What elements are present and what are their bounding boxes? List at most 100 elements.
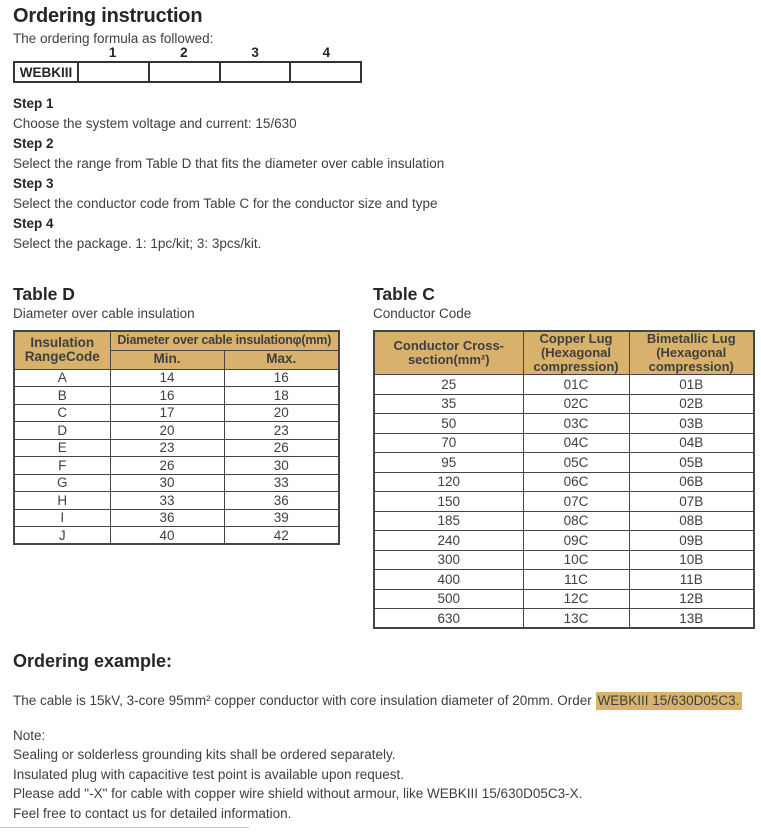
table-cell: 36 (223, 491, 340, 510)
table-cell: J (13, 526, 111, 545)
step-1-label: Step 1 (13, 96, 54, 111)
table-c-header-copper-lug: Copper Lug (Hexagonal compression) (522, 330, 630, 376)
table-cell: 07C (522, 491, 630, 512)
table-row: 35 02C 02B (373, 393, 755, 415)
table-cell: 23 (109, 438, 225, 457)
table-cell: 08B (628, 510, 755, 532)
table-d-title: Table D (13, 284, 75, 304)
bottom-divider (0, 827, 249, 828)
table-cell: 16 (223, 368, 340, 387)
table-cell: 30 (109, 473, 225, 492)
table-cell: 20 (109, 421, 225, 440)
step-4-text: Select the package. 1: 1pc/kit; 3: 3pcs/… (13, 236, 262, 251)
table-c-body: 25 01C 01B 35 02C 02B 50 03C 03B 70 04C 04B 95 05C 05B… (373, 374, 755, 629)
table-cell: 35 (373, 393, 524, 415)
ordering-example-text: The cable is 15kV, 3-core 95mm² copper c… (13, 692, 743, 710)
table-row: 630 13C 13B (373, 608, 755, 629)
table-cell: D (13, 421, 111, 440)
note-line-3: Please add "-X" for cable with copper wi… (13, 786, 583, 802)
table-cell: 17 (109, 403, 225, 422)
table-row: 70 04C 04B (373, 432, 755, 454)
table-cell: A (13, 368, 111, 387)
table-cell: 185 (373, 510, 524, 532)
note-line-1: Sealing or solderless grounding kits sha… (13, 747, 396, 763)
formula-position-numbers: 1 2 3 4 (13, 45, 362, 60)
table-cell: 02B (628, 393, 755, 415)
table-cell: 05C (522, 452, 630, 473)
table-cell: 630 (373, 608, 524, 629)
table-cell: 150 (373, 491, 524, 512)
step-2-label: Step 2 (13, 136, 54, 151)
table-cell: 10C (522, 549, 630, 571)
table-d-header-min: Min. (109, 349, 225, 370)
table-cell: 12B (628, 588, 755, 610)
table-cell: 09B (628, 530, 755, 551)
table-d-header-span: Diameter over cable insulationφ(mm) (109, 330, 340, 351)
table-cell: 09C (522, 530, 630, 551)
table-cell: 20 (223, 403, 340, 422)
table-cell: 07B (628, 491, 755, 512)
table-c: Conductor Cross-section(mm²) Copper Lug … (373, 330, 755, 630)
table-cell: 25 (373, 374, 524, 395)
table-cell: 11C (522, 569, 630, 590)
table-cell: B (13, 386, 111, 405)
table-d-body: A 14 16 B 16 18 C 17 20 D 20 23 E 23 26 F 26 30 G 30 33 H 33 36… (13, 368, 340, 545)
table-cell: 02C (522, 393, 630, 415)
table-cell: 04B (628, 432, 755, 454)
table-cell: I (13, 508, 111, 527)
table-cell: 03C (522, 413, 630, 434)
table-cell: 36 (109, 508, 225, 527)
table-cell: 06C (522, 471, 630, 493)
table-cell: 240 (373, 530, 524, 551)
table-row: C 17 20 (13, 403, 340, 422)
table-cell: G (13, 473, 111, 492)
page-title: Ordering instruction (13, 5, 203, 27)
step-2-text: Select the range from Table D that fits … (13, 156, 445, 171)
table-row: H 33 36 (13, 491, 340, 510)
table-cell: 03B (628, 413, 755, 434)
table-cell: 70 (373, 432, 524, 454)
table-cell: 42 (223, 526, 340, 545)
table-cell: 01C (522, 374, 630, 395)
step-1-text: Choose the system voltage and current: 1… (13, 116, 297, 131)
example-order-code-highlight: WEBKIII 15/630D05C3. (595, 692, 743, 710)
formula-blank-cell-4 (289, 63, 360, 81)
table-c-section: Table C Conductor Code Conductor Cross-s… (373, 284, 755, 630)
table-row: A 14 16 (13, 368, 340, 387)
formula-position-1: 1 (108, 45, 117, 60)
table-cell: E (13, 438, 111, 457)
table-d-header-range: Insulation RangeCode (13, 330, 111, 370)
table-row: F 26 30 (13, 456, 340, 475)
table-cell: H (13, 491, 111, 510)
table-cell: 30 (223, 456, 340, 475)
table-cell: 11B (628, 569, 755, 590)
table-cell: 23 (223, 421, 340, 440)
step-4-label: Step 4 (13, 216, 54, 231)
table-row: 185 08C 08B (373, 510, 755, 532)
note-line-4: Feel free to contact us for detailed inf… (13, 805, 292, 821)
table-cell: 26 (109, 456, 225, 475)
table-row: 95 05C 05B (373, 452, 755, 473)
ordering-formula-table: WEBKIII (13, 61, 362, 83)
table-cell: 50 (373, 413, 524, 434)
table-cell: C (13, 403, 111, 422)
table-row: 240 09C 09B (373, 530, 755, 551)
table-cell: 300 (373, 549, 524, 571)
formula-blank-cell-1 (77, 63, 148, 81)
table-c-header-cross-section: Conductor Cross-section(mm²) (373, 330, 524, 376)
table-cell: 33 (223, 473, 340, 492)
table-row: J 40 42 (13, 526, 340, 545)
formula-prefix-cell: WEBKIII (19, 64, 73, 80)
table-cell: 39 (223, 508, 340, 527)
table-row: 50 03C 03B (373, 413, 755, 434)
table-cell: 05B (628, 452, 755, 473)
table-row: 25 01C 01B (373, 374, 755, 395)
table-row: 300 10C 10B (373, 549, 755, 571)
table-row: I 36 39 (13, 508, 340, 527)
table-cell: 14 (109, 368, 225, 387)
table-cell: 06B (628, 471, 755, 493)
table-cell: 10B (628, 549, 755, 571)
example-text-before: The cable is 15kV, 3-core 95mm² copper c… (13, 693, 596, 708)
formula-number-spacer (13, 45, 77, 60)
